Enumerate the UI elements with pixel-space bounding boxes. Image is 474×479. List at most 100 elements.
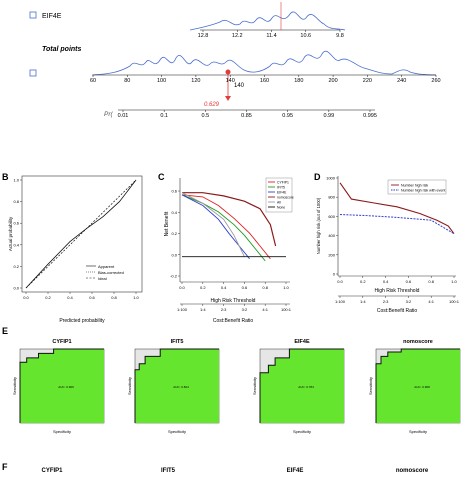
- x-tick-label: 1:100: [335, 299, 346, 304]
- y-tick-label: 0.0: [13, 286, 19, 291]
- points-tick-label: 100: [157, 78, 166, 84]
- panel-f: F CYFIP1 IFIT5 EIF4E nomoscore: [2, 462, 429, 474]
- x-tick-label: 0.2: [45, 295, 51, 300]
- x-tick-label: 0.8: [111, 295, 117, 300]
- x-tick-label: 1:4: [360, 299, 366, 304]
- panel-b-xticks: 0.0 0.2 0.4 0.6 0.8 1.0: [23, 292, 140, 300]
- roc-curve: [375, 348, 460, 423]
- points-tick-label: 140: [226, 78, 235, 84]
- y-tick-label: 600: [328, 214, 335, 219]
- x-tick-label: 0.0: [337, 279, 343, 284]
- panel-d-legend: Number high risk Number high risk with e…: [387, 179, 447, 195]
- roc-title: EIF4E: [294, 339, 310, 345]
- panel-f-title: nomoscore: [396, 468, 429, 474]
- points-marker-dot: [225, 69, 231, 75]
- roc-title: IFIT5: [171, 339, 184, 345]
- panel-b-yticks: 1.0 0.8 0.6 0.4 0.2 0.0: [13, 178, 22, 291]
- panel-f-title: EIF4E: [287, 468, 304, 474]
- panel-d-ylabel: Number high risk (out of 1000): [316, 197, 321, 254]
- panel-d-ratio-ticks: 1:100 1:4 2:3 3:2 4:1 100:1: [335, 296, 460, 304]
- row1-tick-label: 10.6: [300, 33, 311, 39]
- row1-tick-label: 9.8: [336, 33, 344, 39]
- roc-auc-area: [260, 349, 344, 423]
- panel-c-xticks: 0.0 0.2 0.4 0.6 0.8 1.0: [179, 282, 290, 290]
- x-tick-label: 0.2: [360, 279, 366, 284]
- panel-b-plot: [25, 179, 137, 289]
- x-tick-label: 0.8: [262, 285, 268, 290]
- y-tick-label: 1000: [326, 176, 336, 181]
- panel-d-letter: D: [314, 172, 321, 182]
- pr-tick-label: 0.1: [160, 113, 168, 119]
- panel-d-legend-item: Number high risk with event: [401, 189, 445, 193]
- y-tick-label: 400: [328, 233, 335, 238]
- x-tick-label: 0.6: [406, 279, 412, 284]
- row1-checkbox-icon: [29, 11, 37, 19]
- roc-curve: [134, 348, 219, 423]
- points-tick-label: 80: [124, 78, 130, 84]
- x-tick-label: 0.4: [221, 285, 227, 290]
- panel-c: C Net Benefit 0.6 0.4 0.2 0.0 -0.2 0.0 0.2 0.4…: [158, 172, 294, 324]
- y-tick-label: 0: [333, 272, 336, 277]
- panel-b-letter: B: [2, 172, 9, 182]
- series-line-nomoscore: [182, 192, 277, 247]
- pr-tick-label: 0.85: [241, 113, 252, 119]
- roc-ylabel: Sensitivity: [12, 377, 17, 395]
- roc-auc-label: AUC: 0.784: [298, 385, 314, 389]
- y-tick-label: 1.0: [13, 178, 19, 183]
- series-line-ideal: [25, 179, 137, 289]
- row1-ticks: 12.8 12.2 11.4 10.6 9.8: [198, 30, 344, 39]
- points-tick-label: 240: [397, 78, 406, 84]
- pr-tick-label: 0.995: [363, 113, 377, 119]
- x-tick-label: 1:100: [177, 307, 188, 312]
- panel-b-legend: Apparent Bias-corrected Ideal: [86, 264, 124, 281]
- pr-tick-label: 0.01: [118, 113, 129, 119]
- x-tick-label: 0.4: [67, 295, 73, 300]
- panel-b: B Actual probability Predicted probabili…: [2, 172, 143, 324]
- roc-ylabel: Sensitivity: [127, 377, 132, 395]
- panel-f-letter: F: [2, 462, 8, 472]
- series-line-number-high-risk-with-event: [339, 214, 455, 235]
- pr-ticks: 0.01 0.1 0.5 0.85 0.95 0.99 0.995: [118, 110, 377, 119]
- y-tick-label: 0.0: [171, 252, 177, 257]
- roc-xlabel: Specificity: [53, 429, 71, 434]
- panel-c-yticks: 0.6 0.4 0.2 0.0 -0.2: [170, 189, 180, 279]
- x-tick-label: 2:3: [383, 299, 389, 304]
- roc-curve: [19, 348, 104, 423]
- x-tick-label: 4:1: [262, 307, 268, 312]
- panel-d-yticks: 1000 800 600 400 200 0: [326, 176, 338, 277]
- panel-c-xlabel: High Risk Threshold: [211, 298, 256, 304]
- y-tick-label: 0.2: [13, 264, 19, 269]
- series-line-cyfip1: [181, 194, 271, 260]
- roc-xlabel: Specificity: [409, 429, 427, 434]
- panel-d-plot: [339, 182, 455, 235]
- y-tick-label: 0.6: [13, 221, 19, 226]
- panel-c-legend-box: [265, 177, 293, 213]
- series-line-eif4e: [181, 194, 250, 260]
- y-tick-label: 0.2: [171, 231, 177, 236]
- y-tick-label: 800: [328, 195, 335, 200]
- points-tick-label: 220: [363, 78, 372, 84]
- x-tick-label: 1.0: [283, 285, 289, 290]
- x-tick-label: 3:2: [242, 307, 248, 312]
- panel-c-ylabel: Net Benefit: [164, 211, 170, 236]
- nomogram: EIF4E 12.8 12.2 11.4 10.6 9.8 Total points 6…: [29, 2, 441, 119]
- points-tick-label: 260: [431, 78, 440, 84]
- panel-d-legend-box: [387, 179, 447, 195]
- roc-xlabel: Specificity: [293, 429, 311, 434]
- x-tick-label: 0.8: [428, 279, 434, 284]
- points-checkbox-icon: [29, 69, 37, 77]
- pr-tick-label: 0.99: [323, 113, 334, 119]
- x-tick-label: 100:1: [449, 299, 460, 304]
- roc-title: CYFIP1: [52, 339, 71, 345]
- panel-e: E CYFIP1 AUC: 0.906 Sensitivity Specificity…: [2, 326, 461, 434]
- panel-c-legend-item: None: [277, 205, 285, 209]
- y-tick-label: 200: [328, 252, 335, 257]
- roc-auc-area: [376, 349, 460, 423]
- points-tick-label: 160: [260, 78, 269, 84]
- x-tick-label: 1.0: [451, 279, 457, 284]
- x-tick-label: 0.2: [200, 285, 206, 290]
- points-ticks: 60 80 100 120 140 160 180 200 220 240 260: [90, 75, 441, 84]
- pr-marker-arrow: [225, 96, 231, 101]
